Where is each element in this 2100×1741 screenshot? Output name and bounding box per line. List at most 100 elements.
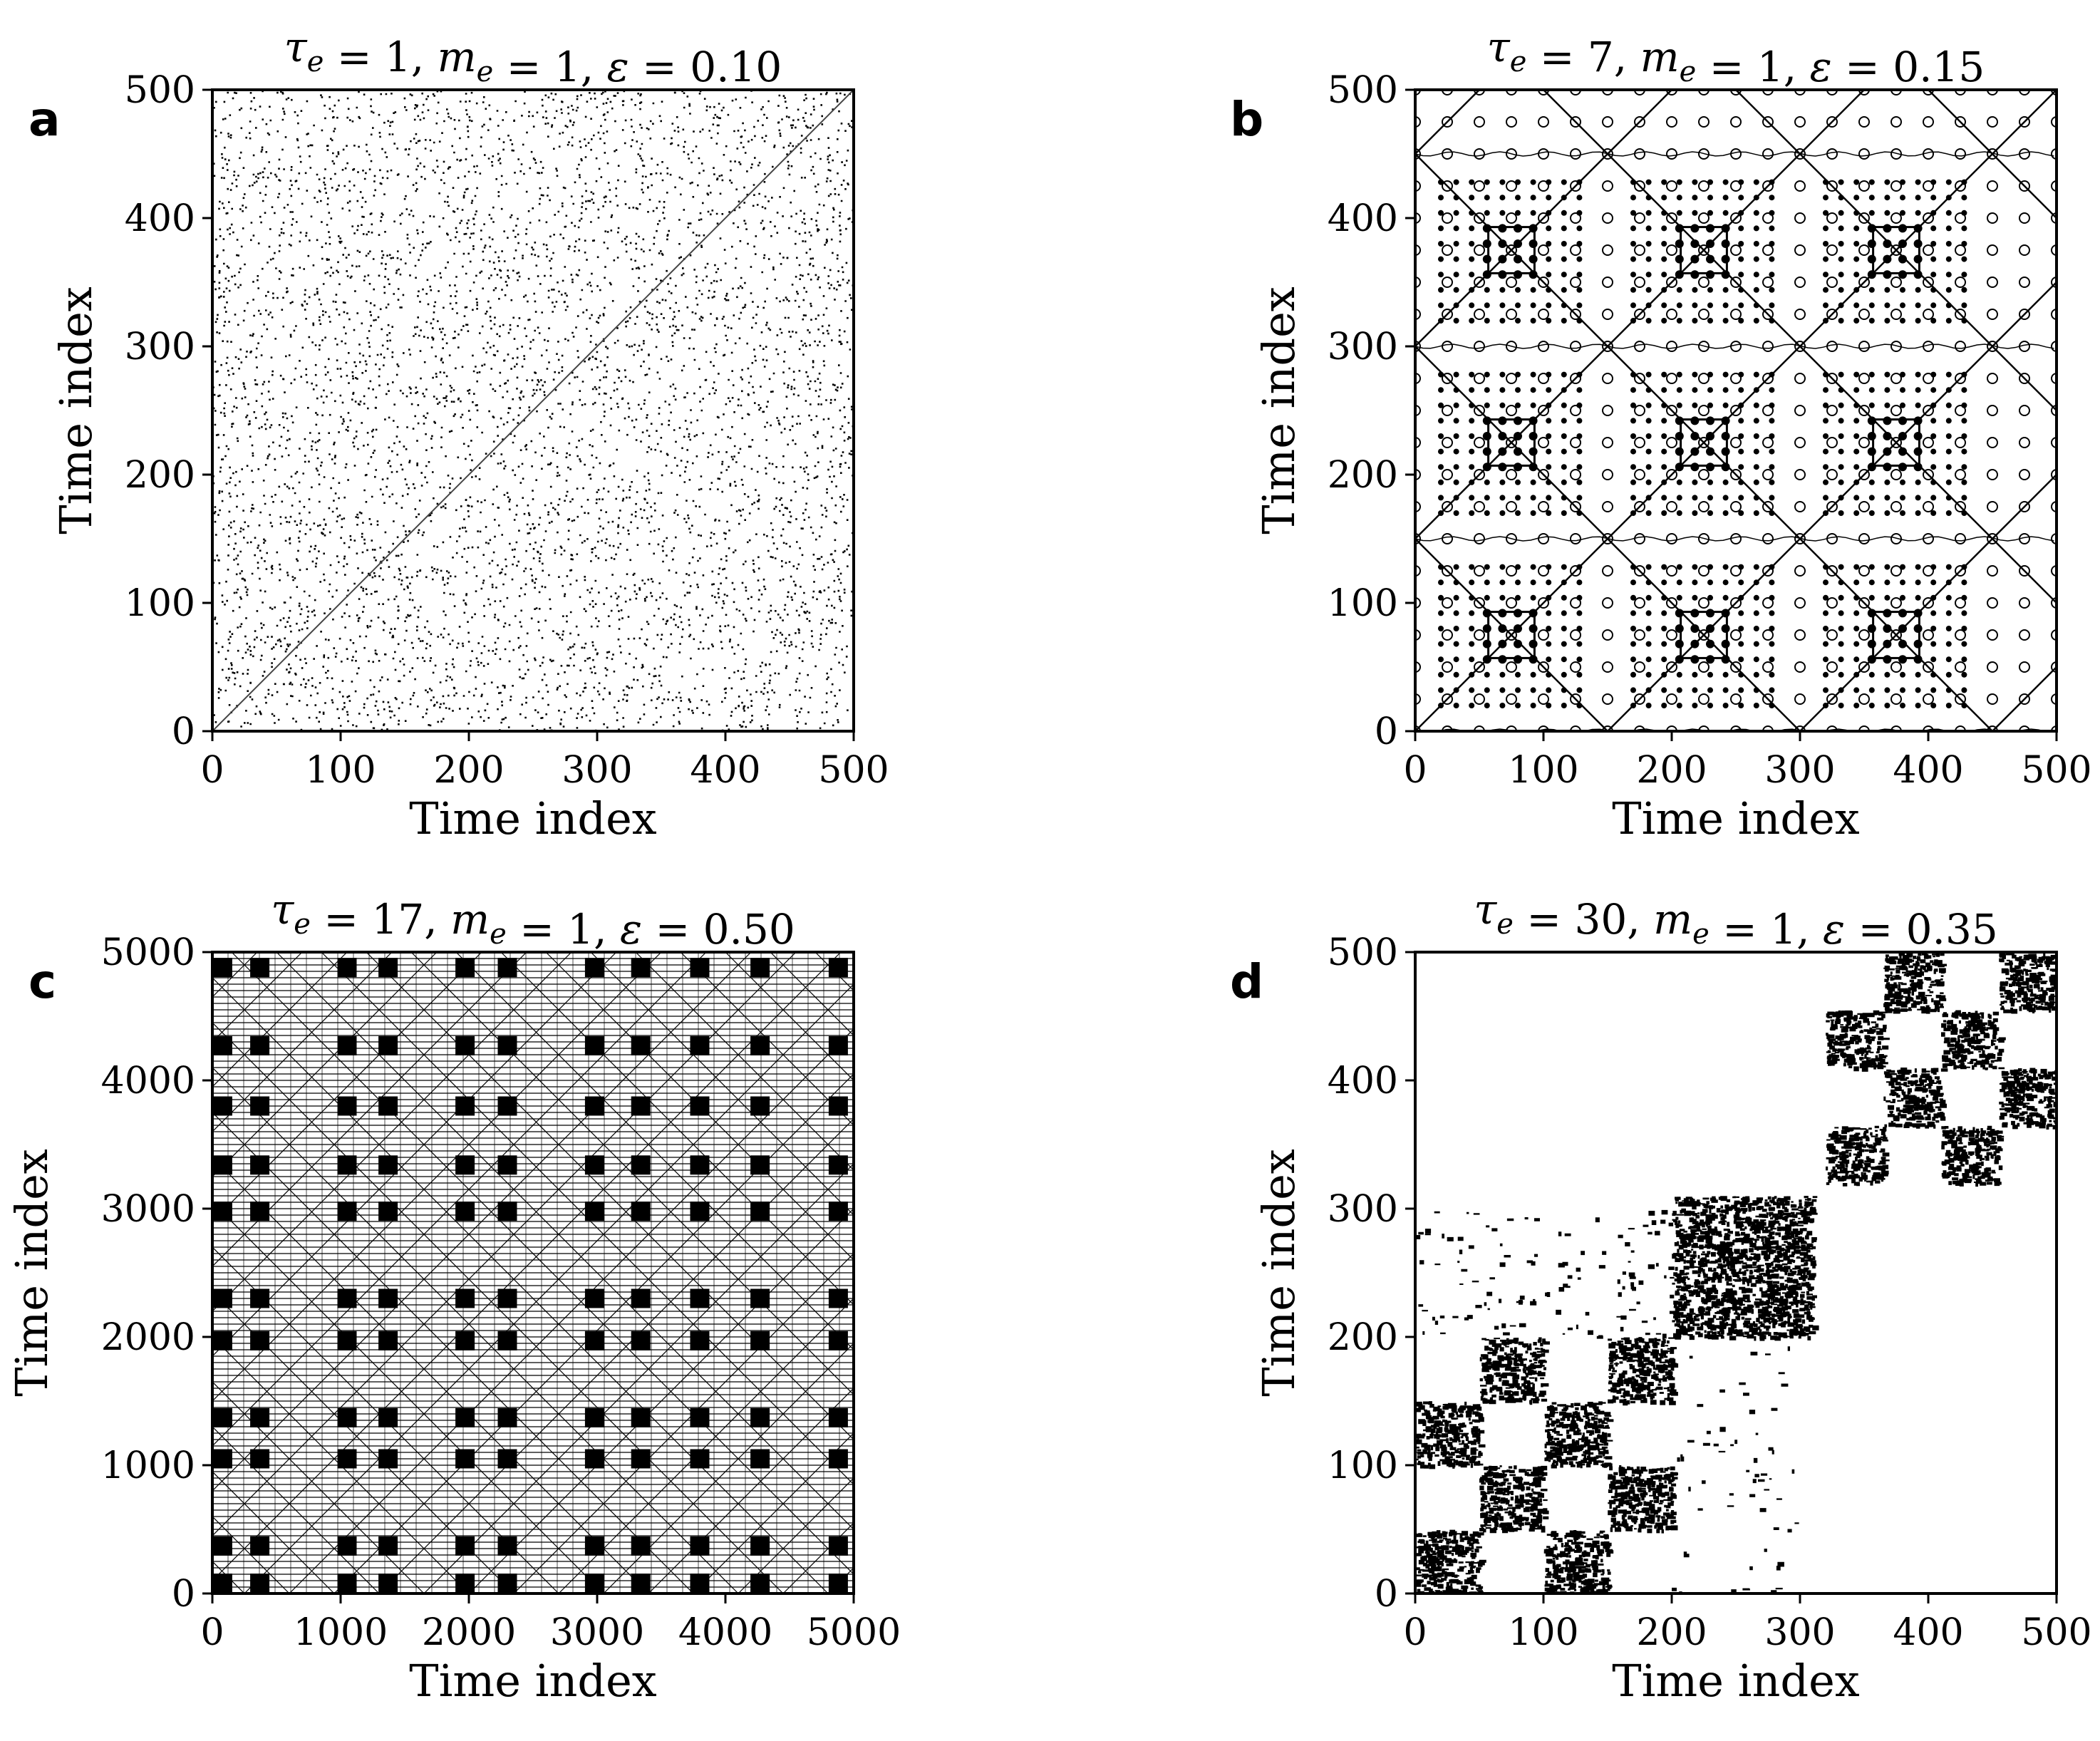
lattice-dot	[1945, 418, 1952, 424]
lattice-dot	[1823, 594, 1829, 601]
recurrence-plot-d	[1415, 952, 2057, 1593]
recurrence-ring	[1602, 277, 1613, 288]
recurrence-block	[455, 1574, 475, 1593]
recurrence-ring	[1474, 693, 1485, 705]
lattice-dot	[1692, 179, 1698, 185]
lattice-dot	[1838, 195, 1844, 201]
recurrence-block	[378, 1574, 398, 1593]
recurrence-ring	[1955, 597, 1966, 609]
recurrence-ring	[1442, 597, 1453, 609]
recurrence-ring	[1987, 597, 1998, 609]
recurrence-ring	[1890, 309, 1902, 320]
lattice-dot	[1514, 224, 1522, 233]
lattice-dot	[1561, 272, 1567, 278]
lattice-dot	[1453, 195, 1459, 201]
lattice-dot	[1706, 270, 1714, 279]
lattice-dot	[1738, 671, 1744, 678]
lattice-dot	[1692, 195, 1698, 201]
lattice-dot	[1498, 254, 1507, 264]
recurrence-ring	[1506, 116, 1517, 128]
lattice-dot	[1961, 418, 1967, 424]
lattice-dot	[1561, 579, 1567, 586]
recurrence-ring	[1442, 501, 1453, 512]
recurrence-ring	[1666, 180, 1677, 192]
lattice-dot	[1961, 448, 1967, 455]
lattice-dot	[1738, 241, 1744, 247]
lattice-dot	[1576, 656, 1583, 663]
lattice-dot	[1898, 254, 1907, 264]
lattice-dot	[1823, 687, 1829, 693]
recurrence-ring	[1666, 693, 1677, 705]
recurrence-ring	[1762, 277, 1774, 288]
lattice-dot	[1753, 225, 1759, 232]
lattice-dot	[1482, 624, 1491, 633]
lattice-dot	[1561, 703, 1567, 708]
lattice-dot	[1753, 464, 1759, 470]
lattice-dot	[1823, 387, 1829, 393]
recurrence-ring	[1794, 437, 1806, 448]
lattice-dot	[1913, 609, 1923, 618]
recurrence-ring	[1730, 501, 1742, 512]
lattice-dot	[1546, 564, 1552, 570]
recurrence-ring	[1987, 373, 1998, 384]
lattice-dot	[1753, 594, 1759, 601]
recurrence-ring	[1602, 405, 1613, 416]
recurrence-ring	[1698, 405, 1710, 416]
lattice-dot	[1753, 418, 1759, 424]
lattice-dot	[1576, 402, 1583, 408]
lattice-dot	[1838, 402, 1844, 408]
recurrence-ring	[1415, 693, 1421, 705]
lattice-dot	[1769, 610, 1775, 616]
lattice-dot	[1530, 703, 1536, 708]
recurrence-block	[455, 1035, 475, 1055]
recurrence-ring	[1890, 437, 1902, 448]
lattice-dot	[1661, 687, 1667, 693]
lattice-dot	[1482, 447, 1491, 456]
y-axis-label: Time index	[6, 1149, 58, 1397]
recurrence-ring	[1730, 277, 1742, 288]
recurrence-ring	[1826, 437, 1838, 448]
recurrence-ring	[1826, 244, 1838, 256]
lattice-dot	[1915, 510, 1921, 516]
recurrence-ring	[1762, 501, 1774, 512]
lattice-dot	[1630, 241, 1636, 247]
lattice-dot	[1722, 579, 1729, 586]
recurrence-ring	[1890, 148, 1902, 160]
recurrence-ring	[1666, 277, 1677, 288]
lattice-dot	[1769, 579, 1775, 586]
lattice-dot	[1438, 272, 1444, 278]
lattice-dot	[1661, 256, 1667, 262]
lattice-dot	[1546, 579, 1552, 586]
recurrence-block	[750, 1155, 770, 1175]
lattice-dot	[1945, 671, 1952, 678]
lattice-dot	[1898, 239, 1907, 248]
lattice-dot	[1738, 387, 1744, 393]
lattice-dot	[1576, 510, 1583, 516]
lattice-dot	[1498, 239, 1507, 248]
lattice-dot	[1498, 416, 1507, 425]
lattice-dot	[1721, 463, 1730, 472]
lattice-dot	[1515, 594, 1521, 601]
lattice-dot	[1675, 254, 1684, 264]
lattice-dot	[1438, 656, 1444, 663]
recurrence-ring	[1826, 725, 1838, 731]
recurrence-ring	[1730, 116, 1742, 128]
lattice-dot	[1838, 594, 1844, 601]
lattice-dot	[1753, 402, 1759, 408]
lattice-dot	[1576, 464, 1583, 470]
lattice-dot	[1884, 579, 1890, 586]
lattice-dot	[1915, 594, 1921, 601]
recurrence-ring	[2051, 693, 2057, 705]
recurrence-ring	[1890, 341, 1902, 352]
lattice-dot	[1576, 626, 1583, 631]
lattice-dot	[1675, 270, 1684, 279]
lattice-dot	[1883, 639, 1892, 649]
lattice-dot	[1515, 510, 1521, 516]
lattice-dot	[1645, 641, 1652, 647]
lattice-dot	[1546, 179, 1552, 185]
lattice-dot	[1514, 639, 1522, 649]
recurrence-ring	[1923, 597, 1934, 609]
recurrence-block	[378, 1449, 398, 1469]
lattice-dot	[1753, 656, 1759, 663]
lattice-dot	[1645, 610, 1652, 616]
